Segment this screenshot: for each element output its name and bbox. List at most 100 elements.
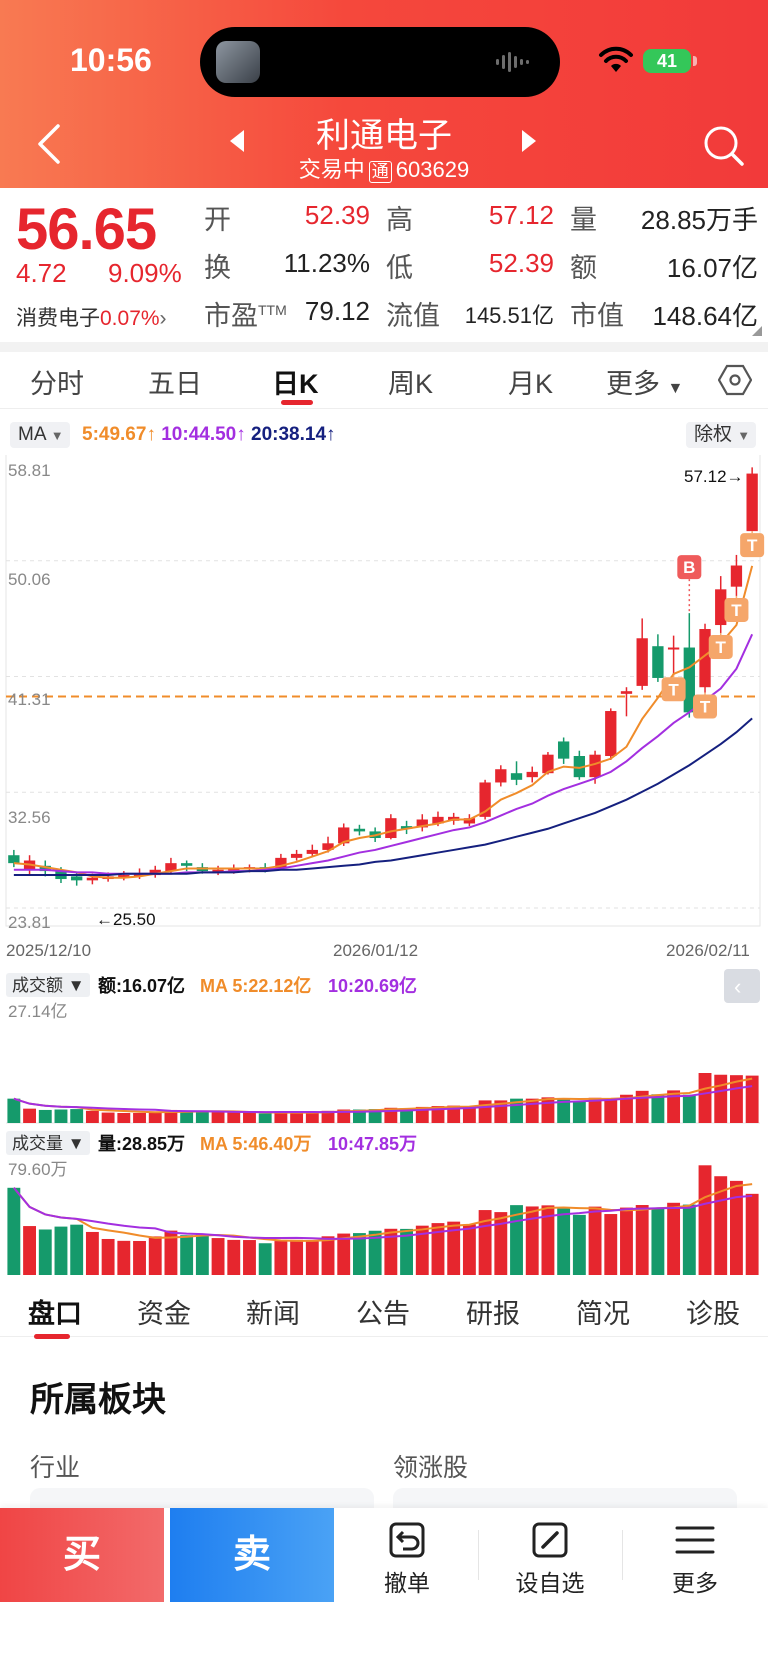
y-tick-label: 50.06 xyxy=(8,570,51,589)
next-stock-icon[interactable] xyxy=(522,130,536,152)
back-icon[interactable] xyxy=(34,122,64,166)
float-label: 流值 xyxy=(386,301,440,331)
last-price: 56.65 xyxy=(16,197,157,262)
prev-stock-icon[interactable] xyxy=(230,130,244,152)
amount-bar xyxy=(38,1109,52,1123)
audio-wave-icon xyxy=(496,52,529,72)
volume-label: 量 xyxy=(570,205,597,235)
y-tick-label: 23.81 xyxy=(8,913,51,932)
candle xyxy=(730,565,743,587)
amount-bar xyxy=(117,1113,131,1123)
amount-selector-label: 成交额 xyxy=(12,976,63,995)
mcap-label: 市值 xyxy=(570,301,624,331)
ma5-line xyxy=(13,565,754,879)
candle xyxy=(746,473,758,532)
low-price-label: ←25.50 xyxy=(96,910,156,929)
candle xyxy=(432,816,444,824)
candle xyxy=(290,853,303,858)
stock-name: 利通电子 xyxy=(316,117,452,155)
candle xyxy=(39,865,51,872)
settings-hex-icon[interactable] xyxy=(718,364,752,396)
tab-5day[interactable]: 五日 xyxy=(148,369,202,399)
cancel-order-button[interactable]: 撤单 xyxy=(357,1520,457,1598)
volume-ma-line xyxy=(13,1183,753,1242)
tab-intraday[interactable]: 分时 xyxy=(30,369,84,399)
amount-bar xyxy=(23,1108,37,1123)
high-price-value: 57.12 xyxy=(684,467,727,486)
trade-marker-label: T xyxy=(668,680,679,699)
sector-link[interactable]: 消费电子0.07%› xyxy=(16,302,167,332)
volume-ma-line xyxy=(13,1187,753,1240)
amount-bar xyxy=(321,1110,335,1123)
volume-bar xyxy=(290,1239,304,1275)
ma-selector[interactable]: MA ▼ xyxy=(10,422,70,448)
tab-more-label: 更多 xyxy=(606,369,660,399)
tab-more[interactable]: 更多 ▼ xyxy=(606,362,683,401)
tab-daily-k[interactable]: 日K xyxy=(272,369,319,399)
tab-weekly-k[interactable]: 周K xyxy=(388,369,434,399)
volume-value-legend: 量:28.85万 xyxy=(98,1133,185,1154)
tab-notices[interactable]: 公告 xyxy=(356,1299,410,1329)
trade-marker-label: T xyxy=(731,601,742,620)
volume-bar xyxy=(54,1226,68,1275)
amount-bar xyxy=(400,1108,414,1123)
tab-reports[interactable]: 研报 xyxy=(466,1299,520,1329)
open-label: 开 xyxy=(204,205,231,235)
amount-bar xyxy=(604,1098,618,1123)
volume-bar xyxy=(431,1223,445,1275)
tab-diagnose[interactable]: 诊股 xyxy=(686,1299,740,1329)
candle xyxy=(683,647,695,713)
amount-panel-header: 成交额 ▼ 额:16.07亿 MA 5:22.12亿 10:20.69亿 27.… xyxy=(6,969,760,1021)
x-tick-label: 2025/12/10 xyxy=(6,941,91,960)
ma-selector-label: MA xyxy=(18,424,46,445)
volume-selector-label: 成交量 xyxy=(12,1134,63,1153)
arrow-left-icon: ← xyxy=(96,910,113,929)
volume-bar xyxy=(462,1224,476,1275)
undo-icon xyxy=(389,1522,425,1558)
ma5-value: 5:49.67 xyxy=(82,424,147,445)
more-button[interactable]: 更多 xyxy=(645,1520,745,1598)
sell-button[interactable]: 卖 xyxy=(170,1508,334,1602)
adjust-selector[interactable]: 除权 ▼ xyxy=(686,422,756,448)
volume-bar xyxy=(23,1226,37,1275)
adjust-label: 除权 xyxy=(694,424,733,445)
volume-bar xyxy=(698,1165,712,1275)
tab-funds[interactable]: 资金 xyxy=(137,1299,191,1329)
volume-bar xyxy=(321,1236,335,1275)
ma10-value: 10:44.50 xyxy=(161,424,237,445)
kline-tabs: 分时 五日 日K 周K 月K 更多 ▼ xyxy=(0,352,768,409)
candle xyxy=(699,629,711,688)
candle xyxy=(416,819,428,828)
add-watchlist-button[interactable]: 设自选 xyxy=(500,1520,600,1598)
buy-button[interactable]: 买 xyxy=(0,1508,164,1602)
sector-pct: 0.07% xyxy=(100,307,160,330)
volume-selector: 成交量 ▼ xyxy=(12,1134,85,1153)
ma-lines xyxy=(13,565,754,879)
pe-sup: TTM xyxy=(258,302,287,318)
volume-bar xyxy=(682,1204,696,1275)
tab-handicap[interactable]: 盘口 xyxy=(28,1299,82,1329)
pe-label: 市盈TTM xyxy=(204,294,287,333)
tab-profile[interactable]: 简况 xyxy=(576,1299,630,1329)
volume-bar xyxy=(258,1243,272,1275)
volume-bar xyxy=(7,1187,21,1275)
dynamic-island xyxy=(200,27,560,97)
ma20-line xyxy=(13,717,753,877)
amount-bar xyxy=(274,1112,288,1123)
price-change: 4.72 xyxy=(16,258,67,288)
amount-bar xyxy=(698,1073,712,1123)
amount-bar xyxy=(85,1110,99,1123)
expand-corner-icon[interactable] xyxy=(752,326,762,336)
tab-news[interactable]: 新闻 xyxy=(246,1299,300,1329)
candle xyxy=(322,843,334,850)
connect-badge: 通 xyxy=(368,161,392,183)
amount-bar xyxy=(541,1097,555,1123)
candle xyxy=(306,849,318,854)
price-axis-labels: 58.81 50.06 41.31 32.56 23.81 2025/12/10… xyxy=(6,461,750,960)
tab-monthly-k[interactable]: 月K xyxy=(508,369,554,399)
chart-frame xyxy=(5,455,761,927)
trade-marker-label: B xyxy=(683,558,695,577)
volume-panel-header: 成交量 ▼ 量:28.85万 MA 5:46.40万 10:47.85万 79.… xyxy=(6,1131,417,1179)
search-icon[interactable] xyxy=(702,124,746,168)
